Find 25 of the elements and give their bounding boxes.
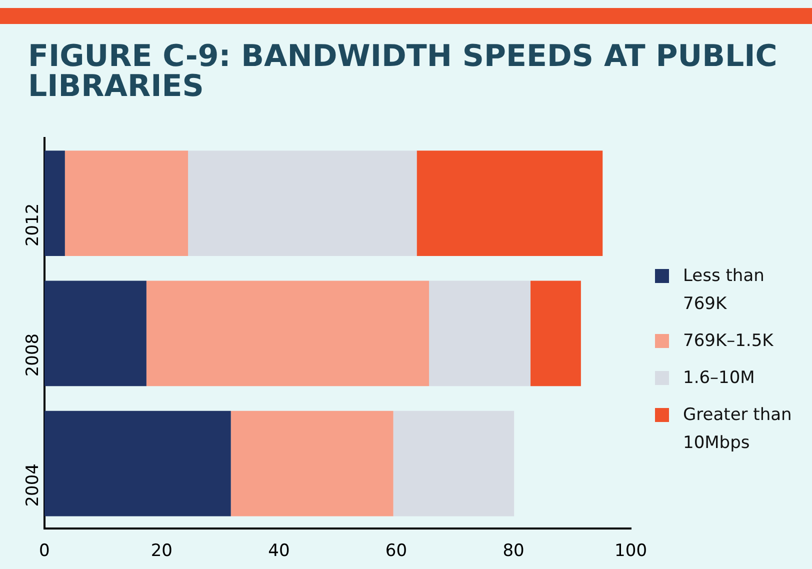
x-tick-label: 20: [150, 541, 172, 562]
x-tick-label: 0: [38, 541, 50, 562]
y-tick-label: 2012: [22, 203, 43, 247]
bar: [146, 280, 430, 386]
bar: [393, 410, 514, 516]
x-tick-label: 80: [502, 541, 524, 562]
bar: [429, 280, 531, 386]
legend-label: 1.6–10M: [683, 367, 755, 390]
y-tick-label: 2004: [22, 464, 43, 507]
bar: [416, 150, 603, 256]
legend-label: 769K–1.5K: [683, 330, 774, 353]
x-tick-label: 100: [614, 541, 648, 562]
bar: [230, 410, 394, 516]
bar: [44, 150, 65, 256]
x-tick-label: 60: [385, 541, 408, 562]
legend-label: Less than 769K: [683, 265, 766, 316]
y-tick-label: 2008: [22, 333, 43, 377]
bar: [64, 150, 188, 256]
chart-title: FIGURE C-9: BANDWIDTH SPEEDS AT PUBLIC LIBRARIES: [28, 39, 778, 104]
bar: [530, 280, 581, 386]
x-tick-label: 40: [268, 541, 290, 562]
bar: [44, 280, 146, 386]
bar: [188, 150, 417, 256]
bar: [44, 410, 231, 516]
legend-label: Greater than 10Mbps: [683, 404, 793, 455]
